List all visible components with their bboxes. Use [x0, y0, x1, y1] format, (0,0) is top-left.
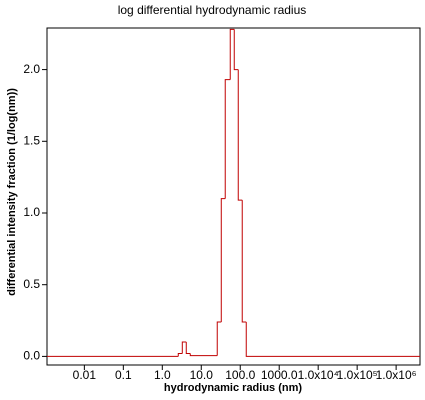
y-tick-label: 0.0 — [23, 349, 40, 363]
y-tick-label: 1.5 — [23, 133, 40, 147]
x-tick-label: 0.01 — [73, 368, 97, 382]
histogram-step — [241, 200, 247, 323]
x-tick-label: 10.0 — [190, 368, 214, 382]
x-tick-label: 1.0x10⁴ — [298, 368, 339, 382]
baseline — [245, 321, 420, 357]
histogram-step — [237, 69, 243, 201]
histogram-step — [220, 198, 226, 322]
x-tick-label: 1.0x10⁶ — [376, 368, 417, 382]
x-tick-label: 0.1 — [115, 368, 132, 382]
histogram-step — [233, 29, 239, 71]
plot-frame — [46, 27, 421, 366]
chart-title: log differential hydrodynamic radius — [118, 3, 307, 17]
histogram-step — [224, 79, 231, 199]
y-tick-label: 1.0 — [23, 205, 40, 219]
histogram-step — [216, 321, 222, 356]
histogram-step — [181, 341, 187, 354]
x-tick-label: 100.0 — [225, 368, 255, 382]
histogram-step — [229, 28, 235, 80]
histogram-step — [185, 342, 191, 355]
x-tick-label: 1.0 — [154, 368, 171, 382]
y-axis-label: differential intensity fraction (1/log(n… — [6, 88, 18, 296]
x-axis-label: hydrodynamic radius (nm) — [164, 382, 302, 394]
x-tick-label: 1.0x10⁵ — [337, 368, 378, 382]
histogram-step — [177, 353, 183, 357]
x-tick-label: 1000.0 — [261, 368, 298, 382]
y-tick-label: 2.0 — [23, 62, 40, 76]
histogram-step — [189, 353, 218, 357]
y-tick-label: 0.5 — [23, 277, 40, 291]
